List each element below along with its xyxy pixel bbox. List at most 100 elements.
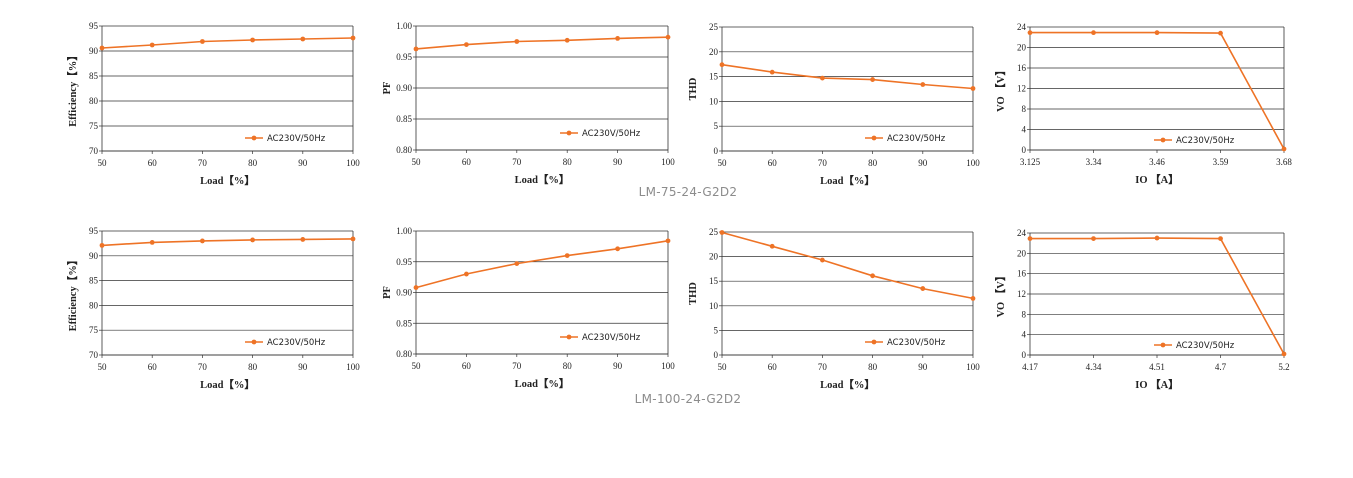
y-tick-label: 0.95 bbox=[396, 257, 412, 267]
legend-marker bbox=[1160, 137, 1166, 143]
y-tick-label: 0.85 bbox=[396, 318, 412, 328]
y-axis-title: PF bbox=[382, 286, 393, 299]
data-point bbox=[464, 42, 469, 47]
data-point bbox=[719, 230, 725, 235]
x-axis-title: Load【%】 bbox=[200, 174, 255, 187]
x-tick-label: 100 bbox=[966, 362, 980, 372]
y-tick-label: 8 bbox=[1022, 104, 1027, 114]
y-tick-label: 90 bbox=[89, 46, 99, 56]
x-tick-label: 80 bbox=[563, 157, 573, 167]
series-line bbox=[101, 238, 354, 247]
y-tick-label: 0.80 bbox=[396, 145, 412, 155]
data-point bbox=[970, 296, 976, 301]
x-tick-label: 60 bbox=[148, 158, 158, 168]
x-tick-label: 3.59 bbox=[1213, 157, 1229, 167]
chart-4: 0 4 8 12 16 20 24 3.125 3.34 3.46 3.59 3.68 IO 【A】 VO… bbox=[994, 22, 1292, 186]
legend-marker bbox=[566, 334, 572, 340]
y-axis-title: THD bbox=[688, 282, 699, 305]
y-tick-label: 4 bbox=[1022, 125, 1027, 135]
y-axis-title: VO 【V】 bbox=[994, 271, 1007, 318]
x-tick-label: 50 bbox=[412, 361, 422, 371]
x-tick-label: 90 bbox=[918, 362, 928, 372]
x-tick-label: 80 bbox=[868, 158, 878, 168]
x-axis-title: Load【%】 bbox=[515, 377, 570, 390]
y-axis-title: VO 【V】 bbox=[994, 65, 1007, 112]
data-point bbox=[719, 62, 725, 68]
legend-marker bbox=[566, 130, 572, 136]
x-tick-label: 80 bbox=[248, 158, 258, 168]
x-tick-label: 50 bbox=[718, 158, 728, 168]
data-point bbox=[920, 82, 926, 87]
x-tick-label: 70 bbox=[818, 158, 828, 168]
data-point bbox=[300, 36, 306, 42]
data-point bbox=[1091, 236, 1096, 241]
x-tick-label: 90 bbox=[298, 158, 308, 168]
y-tick-label: 4 bbox=[1022, 330, 1027, 340]
x-tick-label: 70 bbox=[198, 362, 208, 372]
y-axis-title: Efficiency【%】 bbox=[66, 50, 79, 126]
x-tick-label: 100 bbox=[346, 158, 360, 168]
x-tick-label: 80 bbox=[248, 362, 258, 372]
x-tick-label: 60 bbox=[462, 157, 472, 167]
x-tick-label: 60 bbox=[768, 158, 778, 168]
series-line bbox=[415, 36, 669, 50]
data-point bbox=[820, 75, 825, 81]
legend-marker bbox=[251, 135, 257, 141]
x-tick-label: 70 bbox=[512, 157, 522, 167]
data-point bbox=[1218, 236, 1223, 241]
y-axis-title: THD bbox=[688, 77, 699, 100]
data-point bbox=[464, 271, 469, 277]
data-point bbox=[820, 257, 825, 263]
data-point bbox=[564, 253, 570, 258]
x-tick-label: 70 bbox=[198, 158, 208, 168]
legend-label: AC230V/50Hz bbox=[267, 338, 326, 348]
y-tick-label: 20 bbox=[1017, 248, 1027, 258]
data-point bbox=[1154, 30, 1160, 36]
chart-7: 0 5 10 15 20 25 50 60 70 80 90 100 Load【%】 THD AC230V/… bbox=[688, 227, 980, 391]
chart-5: 70 75 80 85 90 95 50 60 70 80 90 100 Load【%】 Efficien… bbox=[66, 226, 360, 391]
x-tick-label: 5.2 bbox=[1278, 362, 1289, 372]
data-point bbox=[665, 34, 671, 40]
y-tick-label: 70 bbox=[89, 146, 99, 156]
x-axis-title: Load【%】 bbox=[820, 378, 875, 391]
x-tick-label: 4.7 bbox=[1215, 362, 1227, 372]
data-point bbox=[769, 69, 775, 75]
y-tick-label: 80 bbox=[89, 96, 99, 106]
y-tick-label: 80 bbox=[89, 300, 99, 310]
data-point bbox=[149, 240, 155, 245]
y-tick-label: 10 bbox=[709, 301, 719, 311]
data-point bbox=[514, 261, 520, 266]
x-tick-label: 3.68 bbox=[1276, 157, 1292, 167]
x-tick-label: 50 bbox=[412, 157, 422, 167]
y-axis-title: Efficiency【%】 bbox=[66, 255, 79, 331]
data-point bbox=[1027, 30, 1033, 36]
data-point bbox=[350, 236, 356, 242]
legend-marker bbox=[871, 339, 877, 345]
data-point bbox=[300, 237, 306, 242]
x-tick-label: 50 bbox=[98, 158, 108, 168]
y-tick-label: 5 bbox=[714, 325, 719, 335]
x-tick-label: 90 bbox=[613, 157, 623, 167]
chart-8: 0 4 8 12 16 20 24 4.17 4.34 4.51 4.7 5.2 IO 【A】 VO 【V… bbox=[994, 228, 1290, 391]
data-point bbox=[1218, 30, 1223, 36]
data-point bbox=[350, 35, 356, 41]
series-line bbox=[101, 37, 354, 49]
x-tick-label: 90 bbox=[298, 362, 308, 372]
data-point bbox=[250, 37, 256, 43]
x-axis-title: IO 【A】 bbox=[1135, 378, 1178, 391]
x-tick-label: 100 bbox=[661, 361, 675, 371]
y-tick-label: 24 bbox=[1017, 228, 1027, 238]
x-axis-title: Load【%】 bbox=[515, 173, 570, 186]
legend-label: AC230V/50Hz bbox=[887, 338, 946, 348]
y-tick-label: 0.90 bbox=[396, 83, 412, 93]
x-axis-title: Load【%】 bbox=[200, 378, 255, 391]
y-tick-label: 95 bbox=[89, 21, 99, 31]
chart-3: 0 5 10 15 20 25 50 60 70 80 90 100 Load【%】 THD AC230V/… bbox=[688, 22, 980, 187]
y-tick-label: 16 bbox=[1017, 269, 1027, 279]
legend-label: AC230V/50Hz bbox=[1176, 341, 1235, 351]
y-tick-label: 25 bbox=[709, 227, 719, 237]
y-tick-label: 85 bbox=[89, 71, 99, 81]
data-point bbox=[1281, 146, 1287, 152]
x-tick-label: 50 bbox=[718, 362, 728, 372]
